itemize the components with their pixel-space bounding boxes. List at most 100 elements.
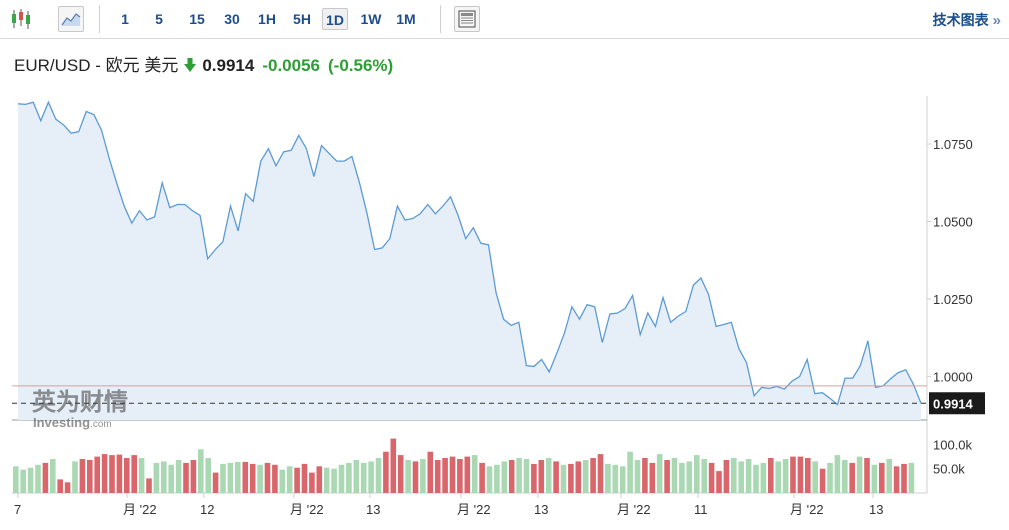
volume-bar xyxy=(523,459,530,493)
volume-bar xyxy=(146,478,152,493)
period-button-5h[interactable]: 5H xyxy=(293,11,311,27)
price-tick-label: 1.0500 xyxy=(933,215,973,230)
x-tick-label: 13 xyxy=(366,502,380,517)
volume-bar xyxy=(412,461,419,493)
volume-bar xyxy=(856,456,863,493)
volume-tick-label: 100.0k xyxy=(933,437,973,452)
last-price-badge xyxy=(929,392,985,415)
period-button-1m[interactable]: 1M xyxy=(396,11,416,27)
news-icon[interactable] xyxy=(454,6,480,32)
volume-bar xyxy=(864,458,870,493)
volume-bar xyxy=(294,467,300,493)
volume-bar xyxy=(590,458,596,493)
price-chart: 1.0750 1.0500 1.0250 1.0000 0.9914 100.0k 50.0… xyxy=(12,96,985,517)
volume-bar xyxy=(575,461,582,493)
watermark-logo: 英为财情 Investing.com xyxy=(32,389,128,430)
volume-bar xyxy=(190,460,197,493)
volume-bar xyxy=(13,466,19,493)
price-tick-label: 1.0000 xyxy=(933,370,973,385)
volume-bar xyxy=(701,459,707,493)
x-tick-label: 13 xyxy=(534,502,548,517)
volume-bar xyxy=(397,455,404,493)
volume-bar xyxy=(434,460,441,493)
volume-bar xyxy=(175,460,182,493)
watermark-brand-en: Investing.com xyxy=(33,415,112,430)
volume-bar xyxy=(131,455,137,493)
volume-bar xyxy=(220,463,226,493)
volume-bar xyxy=(264,462,271,493)
volume-bar xyxy=(116,454,123,493)
volume-bar xyxy=(560,464,567,493)
watermark-brand-name: Investing xyxy=(33,415,90,430)
volume-bar xyxy=(449,456,456,493)
watermark-brand-suffix: .com xyxy=(90,419,112,430)
x-tick-label: 月 '22 xyxy=(457,502,491,517)
volume-bar xyxy=(731,458,737,493)
volume-bar xyxy=(57,479,63,493)
tech-chart-link[interactable]: 技术图表» xyxy=(933,10,1001,30)
period-button-30[interactable]: 30 xyxy=(224,11,240,27)
volume-bar xyxy=(427,451,434,493)
volume-bar xyxy=(619,466,626,493)
volume-bar xyxy=(871,464,878,493)
volume-bar xyxy=(94,456,100,493)
volume-bar xyxy=(790,456,796,493)
volume-bar xyxy=(316,466,323,493)
volume-bar xyxy=(286,466,293,493)
volume-bar xyxy=(109,455,115,493)
arrow-down-icon xyxy=(184,55,197,79)
volume-bar xyxy=(812,461,818,493)
area-chart-icon[interactable] xyxy=(58,6,84,32)
volume-bar xyxy=(627,451,633,493)
volume-bar xyxy=(775,461,781,493)
volume-bar xyxy=(375,458,382,493)
x-tick-label: 12 xyxy=(200,502,214,517)
volume-bar xyxy=(42,462,49,493)
volume-bar xyxy=(605,463,611,493)
price-tick-label: 1.0750 xyxy=(933,137,973,152)
volume-bar xyxy=(708,462,715,493)
volume-bar xyxy=(338,464,345,493)
volume-bar xyxy=(464,456,471,493)
period-button-5[interactable]: 5 xyxy=(155,11,163,27)
volume-bar xyxy=(819,468,826,493)
volume-bar xyxy=(242,461,249,493)
volume-bar xyxy=(782,459,789,493)
volume-bar xyxy=(568,463,574,493)
volume-bar xyxy=(501,461,508,493)
volume-bar xyxy=(723,460,730,493)
volume-bar xyxy=(908,462,915,493)
volume-bar xyxy=(879,462,885,493)
volume-bar xyxy=(35,464,41,493)
volume-bar xyxy=(153,462,160,493)
period-button-15[interactable]: 15 xyxy=(189,11,205,27)
volume-bar xyxy=(834,455,841,493)
volume-bar xyxy=(279,469,286,493)
period-button-1[interactable]: 1 xyxy=(121,11,129,27)
volume-bar xyxy=(205,458,211,493)
volume-bar xyxy=(383,451,389,493)
volume-bar xyxy=(797,456,804,493)
volume-bar xyxy=(656,454,663,493)
x-tick-label: 月 '22 xyxy=(790,502,824,517)
volume-bar xyxy=(457,459,463,493)
volume-bar xyxy=(64,482,71,493)
price-change-percent: (-0.56%) xyxy=(328,56,394,75)
volume-bar xyxy=(893,466,900,493)
candlestick-icon[interactable] xyxy=(8,6,34,32)
volume-bar xyxy=(642,458,648,493)
volume-bar xyxy=(212,472,219,493)
volume-bar xyxy=(249,463,256,493)
volume-bar xyxy=(842,460,848,493)
watermark-brand-cn: 英为财情 xyxy=(32,389,128,416)
x-tick-label: 月 '22 xyxy=(617,502,651,517)
chevron-right-icon: » xyxy=(992,12,1001,29)
volume-bar xyxy=(745,459,752,493)
period-button-1h[interactable]: 1H xyxy=(258,11,276,27)
volume-bar xyxy=(634,460,641,493)
volume-bar xyxy=(323,467,330,493)
volume-bar xyxy=(20,469,26,493)
volume-bar xyxy=(390,438,397,493)
period-button-1w[interactable]: 1W xyxy=(360,11,382,27)
period-button-1d[interactable]: 1D xyxy=(322,8,348,30)
